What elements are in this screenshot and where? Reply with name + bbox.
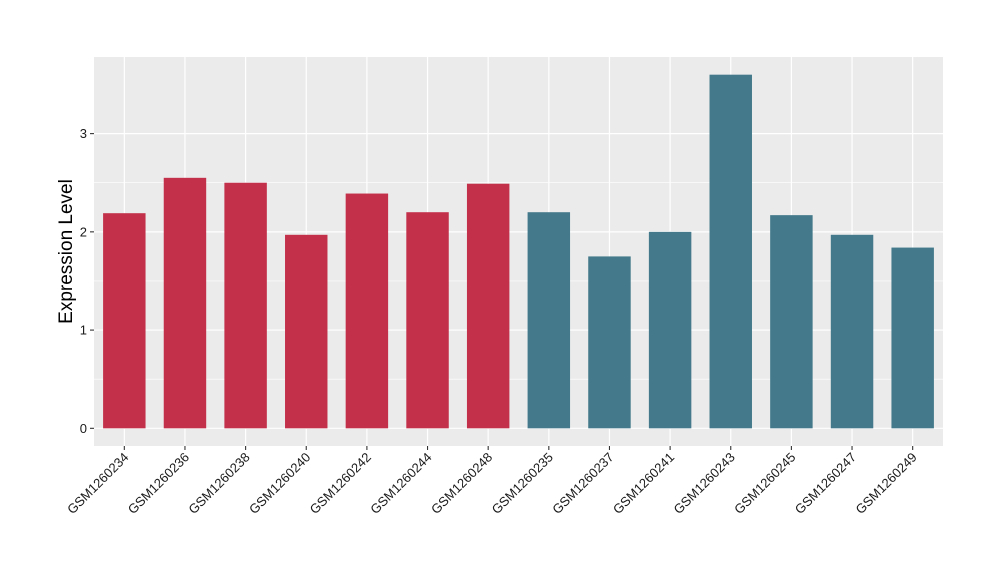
bar-GSM1260244 <box>406 212 449 429</box>
x-tick-label: GSM1260240 <box>246 450 313 517</box>
x-tick-label: GSM1260237 <box>549 450 616 517</box>
x-tick-label: GSM1260248 <box>428 450 495 517</box>
bars <box>103 74 934 429</box>
y-tick-label: 0 <box>80 421 87 436</box>
bar-GSM1260245 <box>770 215 813 429</box>
x-tick-label: GSM1260234 <box>64 450 131 517</box>
x-tick-label: GSM1260241 <box>610 450 677 517</box>
y-tick-label: 2 <box>80 224 87 239</box>
bar-GSM1260247 <box>830 234 874 429</box>
bar-GSM1260238 <box>224 182 267 429</box>
x-tick-label: GSM1260244 <box>367 450 434 517</box>
x-tick-label: GSM1260247 <box>792 450 859 517</box>
bar-GSM1260237 <box>588 256 631 429</box>
bar-GSM1260249 <box>891 247 934 429</box>
bar-GSM1260241 <box>648 231 692 429</box>
y-tick-label: 3 <box>80 126 87 141</box>
plot-panel <box>94 57 943 446</box>
bar-GSM1260243 <box>709 74 752 429</box>
x-tick-label: GSM1260243 <box>671 450 738 517</box>
bar-GSM1260248 <box>466 183 510 429</box>
bar-GSM1260235 <box>527 212 571 429</box>
bar-GSM1260240 <box>285 234 328 429</box>
bar-GSM1260234 <box>103 213 146 429</box>
y-axis-title: Expression Level <box>56 179 77 324</box>
x-axis: GSM1260234GSM1260236GSM1260238GSM1260240… <box>64 446 920 517</box>
y-axis: 0 1 2 3 <box>80 126 94 436</box>
y-tick-label: 1 <box>80 323 87 338</box>
x-tick-label: GSM1260245 <box>731 450 798 517</box>
bar-GSM1260242 <box>345 193 389 429</box>
bar-GSM1260236 <box>163 177 207 429</box>
x-tick-label: GSM1260236 <box>125 450 192 517</box>
x-tick-label: GSM1260235 <box>489 450 556 517</box>
x-tick-label: GSM1260249 <box>852 450 919 517</box>
x-tick-label: GSM1260242 <box>307 450 374 517</box>
x-tick-label: GSM1260238 <box>185 450 252 517</box>
